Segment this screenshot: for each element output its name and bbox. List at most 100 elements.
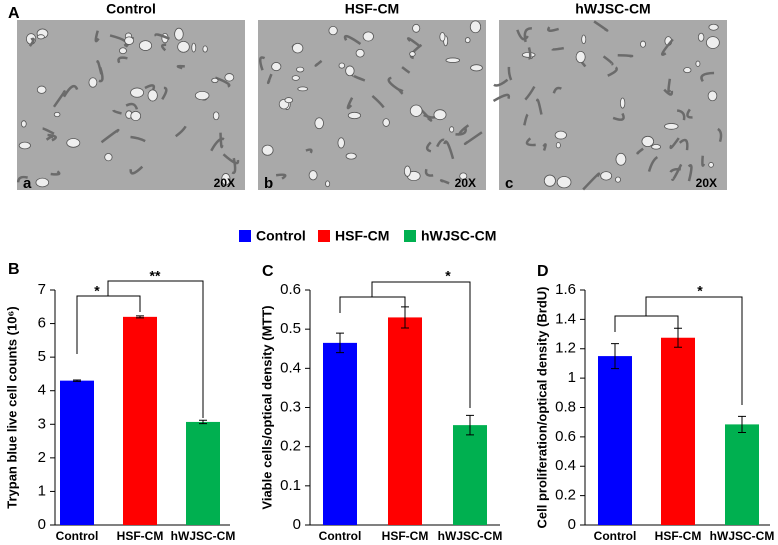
cell: [663, 88, 674, 96]
cell: [436, 138, 445, 148]
cell: [669, 137, 680, 150]
cell: [706, 36, 720, 49]
cell: [36, 34, 45, 40]
cell: [222, 153, 240, 165]
cell: [552, 86, 562, 94]
cell: [345, 65, 355, 77]
y-tick-label: 0: [568, 516, 576, 533]
cell: [147, 89, 158, 102]
significance-mark: **: [150, 268, 161, 284]
x-tick-label: hWJSC-CM: [710, 529, 775, 543]
cell: [671, 163, 683, 181]
y-tick-label: 0: [293, 516, 301, 533]
error-bar: [738, 415, 746, 433]
y-tick-label: 1.6: [555, 281, 576, 298]
cell: [425, 141, 432, 153]
cell: [701, 155, 706, 167]
y-tick-label: 1.4: [555, 310, 576, 327]
y-axis-label: Trypan blue live cell counts (10⁶): [4, 306, 19, 509]
cell: [174, 27, 184, 41]
cell: [516, 29, 529, 41]
cell: [556, 176, 572, 189]
cell: [53, 111, 61, 118]
cell: [258, 56, 266, 71]
cell: [231, 157, 237, 175]
cell: [459, 172, 468, 180]
cell: [600, 171, 613, 181]
bar: [388, 317, 422, 525]
error-bar: [466, 414, 474, 436]
cell: [708, 23, 719, 31]
cell: [174, 125, 187, 138]
legend-swatch: [239, 230, 251, 242]
magnification: 20X: [214, 176, 235, 190]
cell: [660, 38, 674, 56]
cell: [619, 97, 626, 109]
y-tick-label: 0.3: [280, 398, 301, 415]
cell: [615, 176, 621, 183]
cell: [527, 47, 532, 60]
y-tick-label: 0.6: [555, 428, 576, 445]
cell: [651, 144, 662, 150]
y-tick-label: 0.2: [555, 487, 576, 504]
cell: [88, 77, 98, 88]
cell: [439, 179, 450, 185]
cell: [94, 30, 100, 43]
image-title: Control: [106, 1, 156, 17]
x-tick-label: HSF-CM: [655, 529, 702, 543]
micrograph: [258, 20, 486, 190]
cell: [346, 97, 354, 110]
cell: [305, 148, 313, 154]
cell: [406, 37, 421, 48]
y-tick-label: 0.5: [280, 320, 301, 337]
cell: [35, 177, 50, 188]
x-tick-label: Control: [319, 529, 362, 543]
cell: [271, 62, 282, 72]
y-tick-label: 3: [38, 415, 46, 432]
cell: [433, 109, 447, 121]
cell: [42, 127, 55, 135]
cell: [52, 90, 66, 108]
cell: [219, 132, 224, 149]
significance-bracket: [339, 281, 471, 408]
y-axis-label: Viable cells/optical density (MTT): [259, 305, 274, 509]
cell: [371, 95, 385, 109]
legend-swatch: [318, 230, 330, 242]
cell: [555, 142, 561, 149]
bar: [123, 316, 157, 525]
significance-bracket: [107, 280, 204, 418]
cell: [551, 46, 565, 51]
x-tick-label: Control: [594, 529, 637, 543]
cell: [117, 56, 128, 64]
panel-letter: B: [8, 261, 20, 278]
cell: [362, 31, 374, 42]
cell: [124, 36, 134, 45]
cell: [355, 48, 365, 58]
cell: [212, 111, 220, 121]
magnification: 20X: [696, 176, 717, 190]
significance-mark: *: [94, 283, 100, 299]
cell: [439, 32, 446, 42]
legend-label: hWJSC-CM: [421, 228, 496, 244]
cell: [636, 147, 644, 155]
panel-letter: D: [537, 263, 549, 280]
cell: [683, 67, 692, 74]
cell: [708, 162, 714, 168]
cell: [161, 86, 168, 100]
cell: [328, 25, 338, 36]
cell: [308, 170, 318, 181]
y-axis-label: Cell proliferation/optical density (BrdU…: [534, 287, 549, 529]
cell: [607, 66, 618, 77]
bar: [598, 356, 632, 525]
y-tick-label: 2: [38, 449, 46, 466]
bar: [661, 337, 695, 525]
cell: [345, 152, 357, 160]
cell: [325, 180, 331, 188]
bar: [186, 421, 220, 525]
cell: [20, 120, 27, 128]
magnification: 20X: [455, 176, 476, 190]
cell: [445, 57, 461, 63]
bar: [60, 380, 94, 525]
cell: [284, 97, 294, 104]
